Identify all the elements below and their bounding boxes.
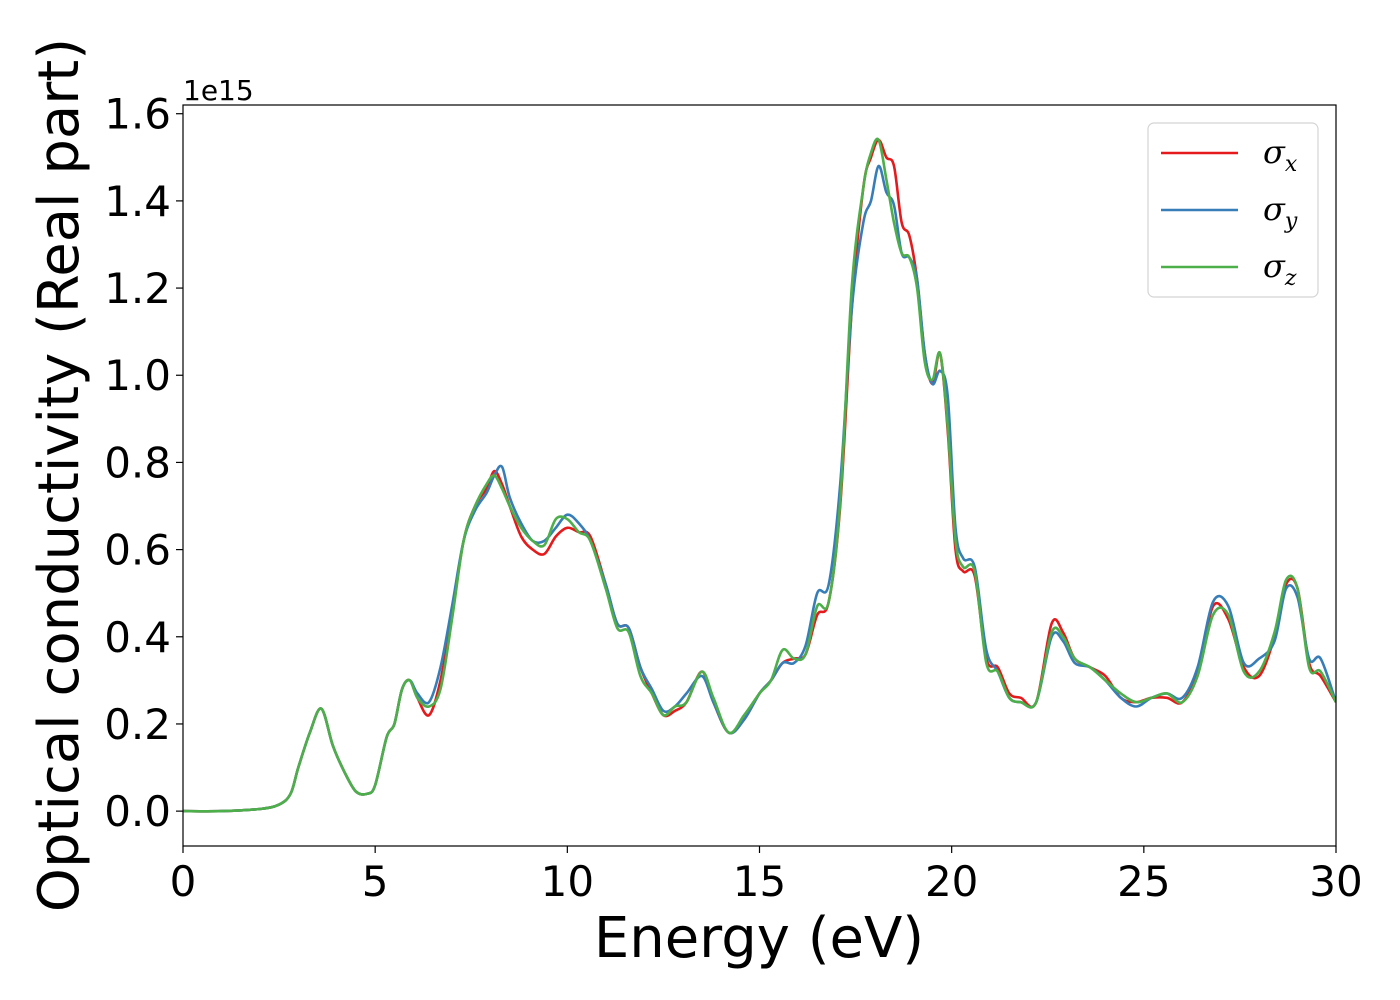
y-axis-label: Optical conductivity (Real part) <box>27 38 92 912</box>
x-tick-label: 25 <box>1117 857 1170 906</box>
y-tick-label: 0.6 <box>104 526 171 575</box>
y-tick-label: 1.0 <box>104 351 171 400</box>
legend: σx σy σz <box>1147 122 1319 298</box>
x-axis-label: Energy (eV) <box>594 906 924 971</box>
y-tick-label: 0.4 <box>104 613 171 662</box>
y-tick-label: 1.2 <box>104 264 171 313</box>
series-line-z <box>183 137 1336 813</box>
y-axis: 0.0 0.2 0.4 0.6 0.8 1.0 1.2 1.4 1.6 <box>104 90 183 836</box>
x-tick-label: 30 <box>1309 857 1362 906</box>
y-tick-label: 1.4 <box>104 177 171 226</box>
x-tick-label: 0 <box>170 857 197 906</box>
x-tick-label: 20 <box>925 857 978 906</box>
x-tick-label: 10 <box>541 857 594 906</box>
y-tick-label: 0.0 <box>104 787 171 836</box>
y-offset-label: 1e15 <box>183 74 254 107</box>
x-axis: 0 5 10 15 20 25 30 <box>170 846 1363 906</box>
legend-label-z: σz <box>1263 247 1297 291</box>
x-tick-label: 15 <box>733 857 786 906</box>
y-tick-label: 0.2 <box>104 700 171 749</box>
legend-label-y: σy <box>1263 190 1298 234</box>
y-tick-label: 0.8 <box>104 438 171 487</box>
series-layer <box>183 137 1336 813</box>
legend-label-x: σx <box>1263 133 1298 177</box>
y-tick-label: 1.6 <box>104 90 171 139</box>
x-tick-label: 5 <box>362 857 389 906</box>
